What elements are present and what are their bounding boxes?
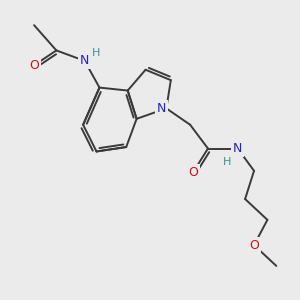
Text: N: N [80, 54, 89, 67]
Text: H: H [223, 157, 232, 167]
Text: N: N [157, 102, 167, 115]
Text: O: O [249, 238, 259, 252]
Text: N: N [233, 142, 242, 155]
Text: O: O [188, 166, 198, 179]
Text: O: O [29, 59, 39, 72]
Text: H: H [92, 48, 101, 59]
